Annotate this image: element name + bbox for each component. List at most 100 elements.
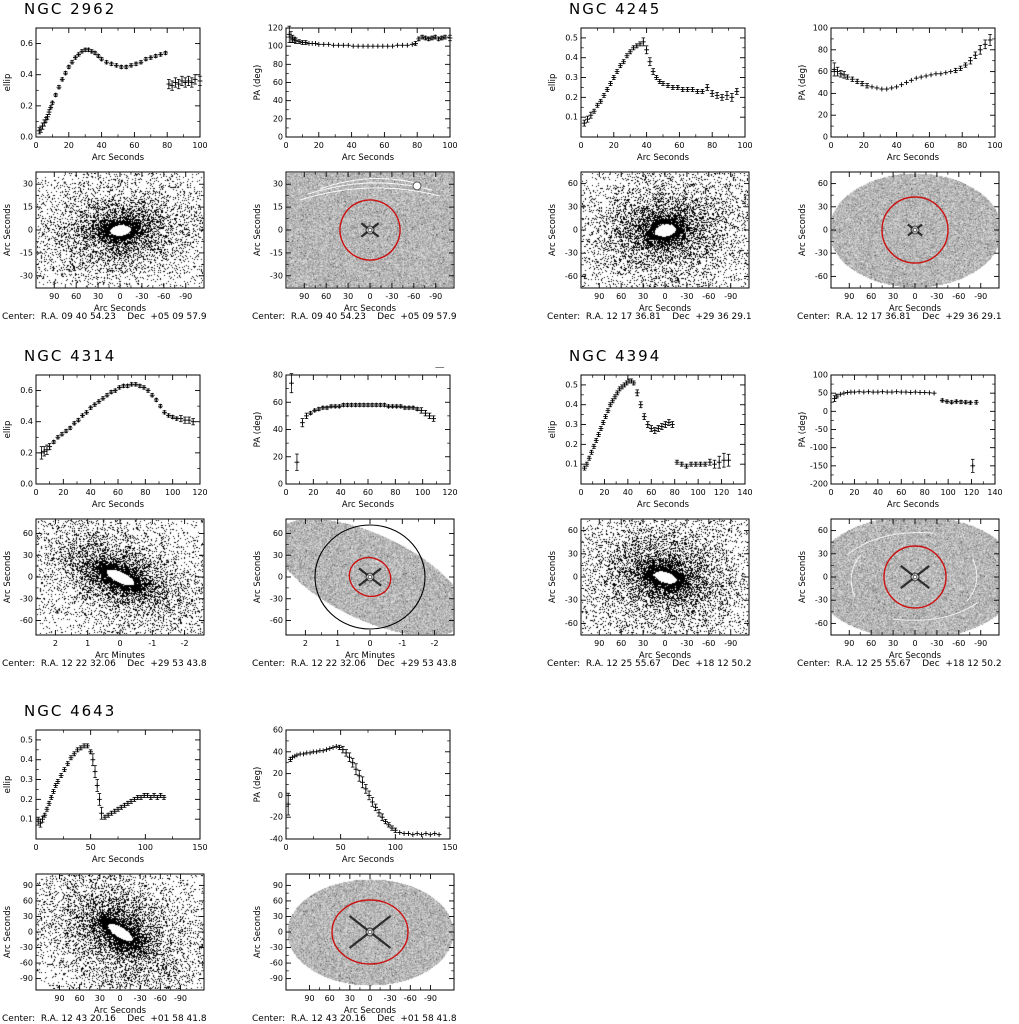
galaxy-block: NGC 4643 0 50 100 150 0.1 0.2 0.3 0.4 0.5 Arc Sec… <box>0 702 460 1024</box>
svg-text:60: 60 <box>568 179 578 188</box>
svg-text:Arc Seconds: Arc Seconds <box>253 550 263 603</box>
svg-text:90: 90 <box>844 639 854 648</box>
svg-text:-30: -30 <box>20 943 33 952</box>
ellipticity-plot: 0 50 100 150 0.1 0.2 0.3 0.4 0.5 Arc Seconds ellip <box>0 722 230 882</box>
svg-text:0.5: 0.5 <box>20 735 33 744</box>
center-coordinates-caption: Center: R.A. 12 22 32.06 Dec +29 53 43.8 <box>2 659 207 669</box>
svg-text:-90: -90 <box>429 292 442 301</box>
svg-text:60: 60 <box>818 67 828 76</box>
svg-text:100: 100 <box>415 488 430 497</box>
svg-text:-60: -60 <box>20 616 33 625</box>
svg-text:-2: -2 <box>181 639 189 648</box>
svg-text:100: 100 <box>388 843 403 852</box>
model-residual-axes-svg: 90 60 30 0 -30 -60 -9060300-30-60Arc SecondsAr… <box>795 517 1019 667</box>
svg-text:40: 40 <box>273 425 283 434</box>
svg-text:-50: -50 <box>815 425 828 434</box>
svg-text:90: 90 <box>49 292 59 301</box>
svg-text:Arc Seconds: Arc Seconds <box>92 500 145 510</box>
model-residual-axes-svg: 90 60 30 0 -30 -60 -90 30 15 0 -15 -30 Arc Seconds Ar… <box>250 170 480 320</box>
svg-text:140: 140 <box>737 488 752 497</box>
svg-text:80: 80 <box>920 488 930 497</box>
svg-text:120: 120 <box>192 488 207 497</box>
svg-text:0: 0 <box>278 480 283 489</box>
svg-text:60: 60 <box>924 141 934 150</box>
svg-text:60: 60 <box>616 639 626 648</box>
svg-text:20: 20 <box>859 141 869 150</box>
svg-text:-30: -30 <box>270 594 283 603</box>
svg-text:20: 20 <box>609 141 619 150</box>
galaxy-image-axes-svg: 90 60 30 0 -30 -60 -90 60 30 0 -30 -60 Arc Seconds Ar… <box>545 170 775 320</box>
ellipticity-plot-svg: 0 20 40 60 80 100 120 0.0 0.2 0.4 0.6 Arc Seconds el… <box>0 367 230 527</box>
svg-text:80: 80 <box>162 141 172 150</box>
svg-text:0: 0 <box>662 639 667 648</box>
galaxy-title: NGC 2962 <box>24 0 116 18</box>
ellipticity-plot: 0 20 40 60 80 100 0.0 0.2 0.4 0.6 Arc Seconds ellip <box>0 20 230 180</box>
svg-text:0: 0 <box>117 639 122 648</box>
svg-text:PA (deg): PA (deg) <box>253 65 263 101</box>
svg-text:60: 60 <box>273 726 283 735</box>
svg-text:0.6: 0.6 <box>20 386 33 395</box>
svg-text:90: 90 <box>54 994 64 1003</box>
svg-text:ellip: ellip <box>3 776 13 794</box>
svg-text:0: 0 <box>28 928 33 937</box>
svg-text:-60: -60 <box>565 619 578 628</box>
svg-text:40: 40 <box>818 89 828 98</box>
galaxy-image-axes-svg: 2 1 0 -1 -260300-30-60Arc MinutesArc Seconds <box>0 517 230 667</box>
svg-text:2: 2 <box>303 639 308 648</box>
svg-text:0: 0 <box>823 133 828 142</box>
svg-text:60: 60 <box>616 292 626 301</box>
svg-text:0: 0 <box>578 488 583 497</box>
galaxy-block: NGC 4245 0 20 40 60 80 100 0.1 0.2 0.3 0.4 0.5 Arc … <box>545 0 1005 340</box>
svg-text:-30: -30 <box>680 292 693 301</box>
svg-text:0.0: 0.0 <box>20 480 33 489</box>
svg-text:90: 90 <box>304 994 314 1003</box>
svg-text:15: 15 <box>273 203 283 212</box>
center-coordinates-caption: Center: R.A. 12 17 36.81 Dec +29 36 29.1 <box>797 312 1002 322</box>
svg-text:80: 80 <box>140 488 150 497</box>
svg-text:0: 0 <box>33 141 38 150</box>
galaxy-image-panel: 90 60 30 0 -30 -60 -90 90 60 30 0 -30 -60 -90 Arc Seco… <box>0 872 230 1022</box>
svg-text:0.2: 0.2 <box>565 440 578 449</box>
svg-text:-90: -90 <box>20 974 33 983</box>
ellipticity-plot-svg: 0 20 40 60 80 1000.00.20.40.6Arc Secondsellip <box>0 20 230 180</box>
svg-text:100: 100 <box>138 843 153 852</box>
galaxy-image-axes-svg: 90 60 30 0 -30 -60 -90 30 15 0 -15 -30 Arc Seconds Ar… <box>0 170 230 320</box>
svg-text:0: 0 <box>117 292 122 301</box>
svg-text:40: 40 <box>623 488 633 497</box>
center-coordinates-caption: Center: R.A. 12 25 55.67 Dec +18 12 50.2 <box>547 659 752 669</box>
center-coordinates-caption: Center: R.A. 12 43 20.16 Dec +01 58 41.8 <box>2 1014 207 1024</box>
svg-text:90: 90 <box>594 292 604 301</box>
svg-text:-30: -30 <box>270 271 283 280</box>
svg-text:40: 40 <box>873 488 883 497</box>
svg-text:0: 0 <box>912 639 917 648</box>
position-angle-plot-svg: 0 50 100 150-40-200204060Arc SecondsPA (deg… <box>250 722 480 882</box>
svg-text:-30: -30 <box>385 292 398 301</box>
svg-text:100: 100 <box>987 141 1002 150</box>
svg-text:-200: -200 <box>810 480 828 489</box>
svg-text:0: 0 <box>662 292 667 301</box>
svg-text:-60: -60 <box>20 959 33 968</box>
svg-text:-20: -20 <box>270 813 283 822</box>
svg-text:-60: -60 <box>407 292 420 301</box>
position-angle-plot: 0 20 40 60 80 100 0 20 40 60 80 100 Arc Seconds PA (d… <box>795 20 1019 180</box>
svg-text:-150: -150 <box>810 461 828 470</box>
svg-text:-30: -30 <box>680 639 693 648</box>
svg-text:0.1: 0.1 <box>565 113 578 122</box>
ellipticity-plot-svg: 0 20 40 60 80 100 120 1400.10.20.30.40.5Arc Sec… <box>545 367 775 527</box>
svg-text:0: 0 <box>283 843 288 852</box>
ellipticity-plot: 0 20 40 60 80 100 120 0.0 0.2 0.4 0.6 Arc Seconds el… <box>0 367 230 527</box>
svg-text:0: 0 <box>28 573 33 582</box>
svg-text:Arc Seconds: Arc Seconds <box>92 153 145 163</box>
svg-text:0: 0 <box>283 488 288 497</box>
svg-text:100: 100 <box>192 141 207 150</box>
svg-text:-30: -30 <box>930 292 943 301</box>
svg-text:120: 120 <box>442 488 457 497</box>
svg-text:30: 30 <box>273 912 283 921</box>
galaxy-image-panel: 90 60 30 0 -30 -60 -90 30 15 0 -15 -30 Arc Seconds Ar… <box>0 170 230 320</box>
galaxy-image-panel: 90 60 30 0 -30 -60 -90 60 30 0 -30 -60 Arc Seconds Ar… <box>545 170 775 320</box>
center-coordinates-caption: Center: R.A. 12 17 36.81 Dec +29 36 29.1 <box>547 312 752 322</box>
svg-text:Arc Seconds: Arc Seconds <box>637 153 690 163</box>
svg-text:Arc Seconds: Arc Seconds <box>342 855 395 865</box>
svg-text:0.2: 0.2 <box>565 93 578 102</box>
svg-text:-90: -90 <box>724 639 737 648</box>
